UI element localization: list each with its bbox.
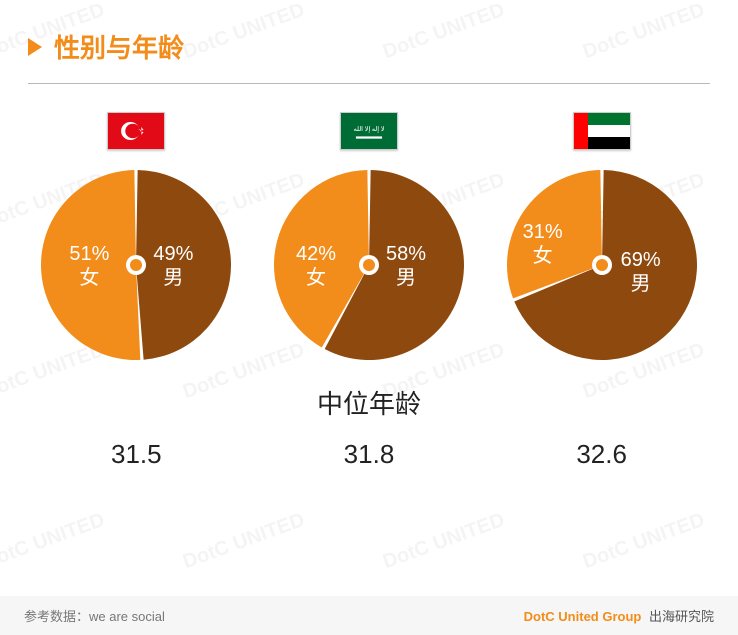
flag-saudi: لا إله إلا الله [340, 112, 398, 150]
header: 性别与年龄 [0, 0, 738, 75]
pie-uae: 31%女 69%男 [507, 170, 697, 360]
median-age-saudi: 31.8 [259, 439, 479, 470]
pie-turkey: 51%女 49%男 [41, 170, 231, 360]
country-turkey: 51%女 49%男 [26, 112, 246, 360]
median-age-heading: 中位年龄 [0, 384, 738, 421]
male-label: 69%男 [621, 248, 661, 296]
median-age-turkey: 31.5 [26, 439, 246, 470]
footer-suffix: 出海研究院 [649, 609, 714, 624]
country-uae: 31%女 69%男 [492, 112, 712, 360]
female-label: 31%女 [523, 220, 563, 268]
pie-center-icon [592, 255, 612, 275]
page-title: 性别与年龄 [54, 28, 184, 65]
pie-center-icon [359, 255, 379, 275]
footer-source: 参考数据：we are social [24, 606, 165, 625]
title-marker-icon [28, 38, 42, 56]
svg-text:لا إله إلا الله: لا إله إلا الله [354, 126, 385, 133]
flag-turkey [107, 112, 165, 150]
male-label: 58%男 [386, 242, 426, 290]
country-saudi: لا إله إلا الله 42%女 58%男 [259, 112, 479, 360]
male-label: 49%男 [153, 242, 193, 290]
female-label: 51%女 [69, 242, 109, 290]
charts-row: 51%女 49%男 لا إله إلا الله 42%女 58%男 31%女 69%… [0, 84, 738, 360]
median-ages-row: 31.5 31.8 32.6 [0, 421, 738, 470]
flag-uae [573, 112, 631, 150]
pie-saudi: 42%女 58%男 [274, 170, 464, 360]
footer-brand: DotC United Group [524, 609, 642, 624]
female-label: 42%女 [296, 242, 336, 290]
footer: 参考数据：we are social DotC United Group 出海研… [0, 596, 738, 635]
median-age-uae: 32.6 [492, 439, 712, 470]
footer-brand-wrap: DotC United Group 出海研究院 [524, 606, 714, 625]
